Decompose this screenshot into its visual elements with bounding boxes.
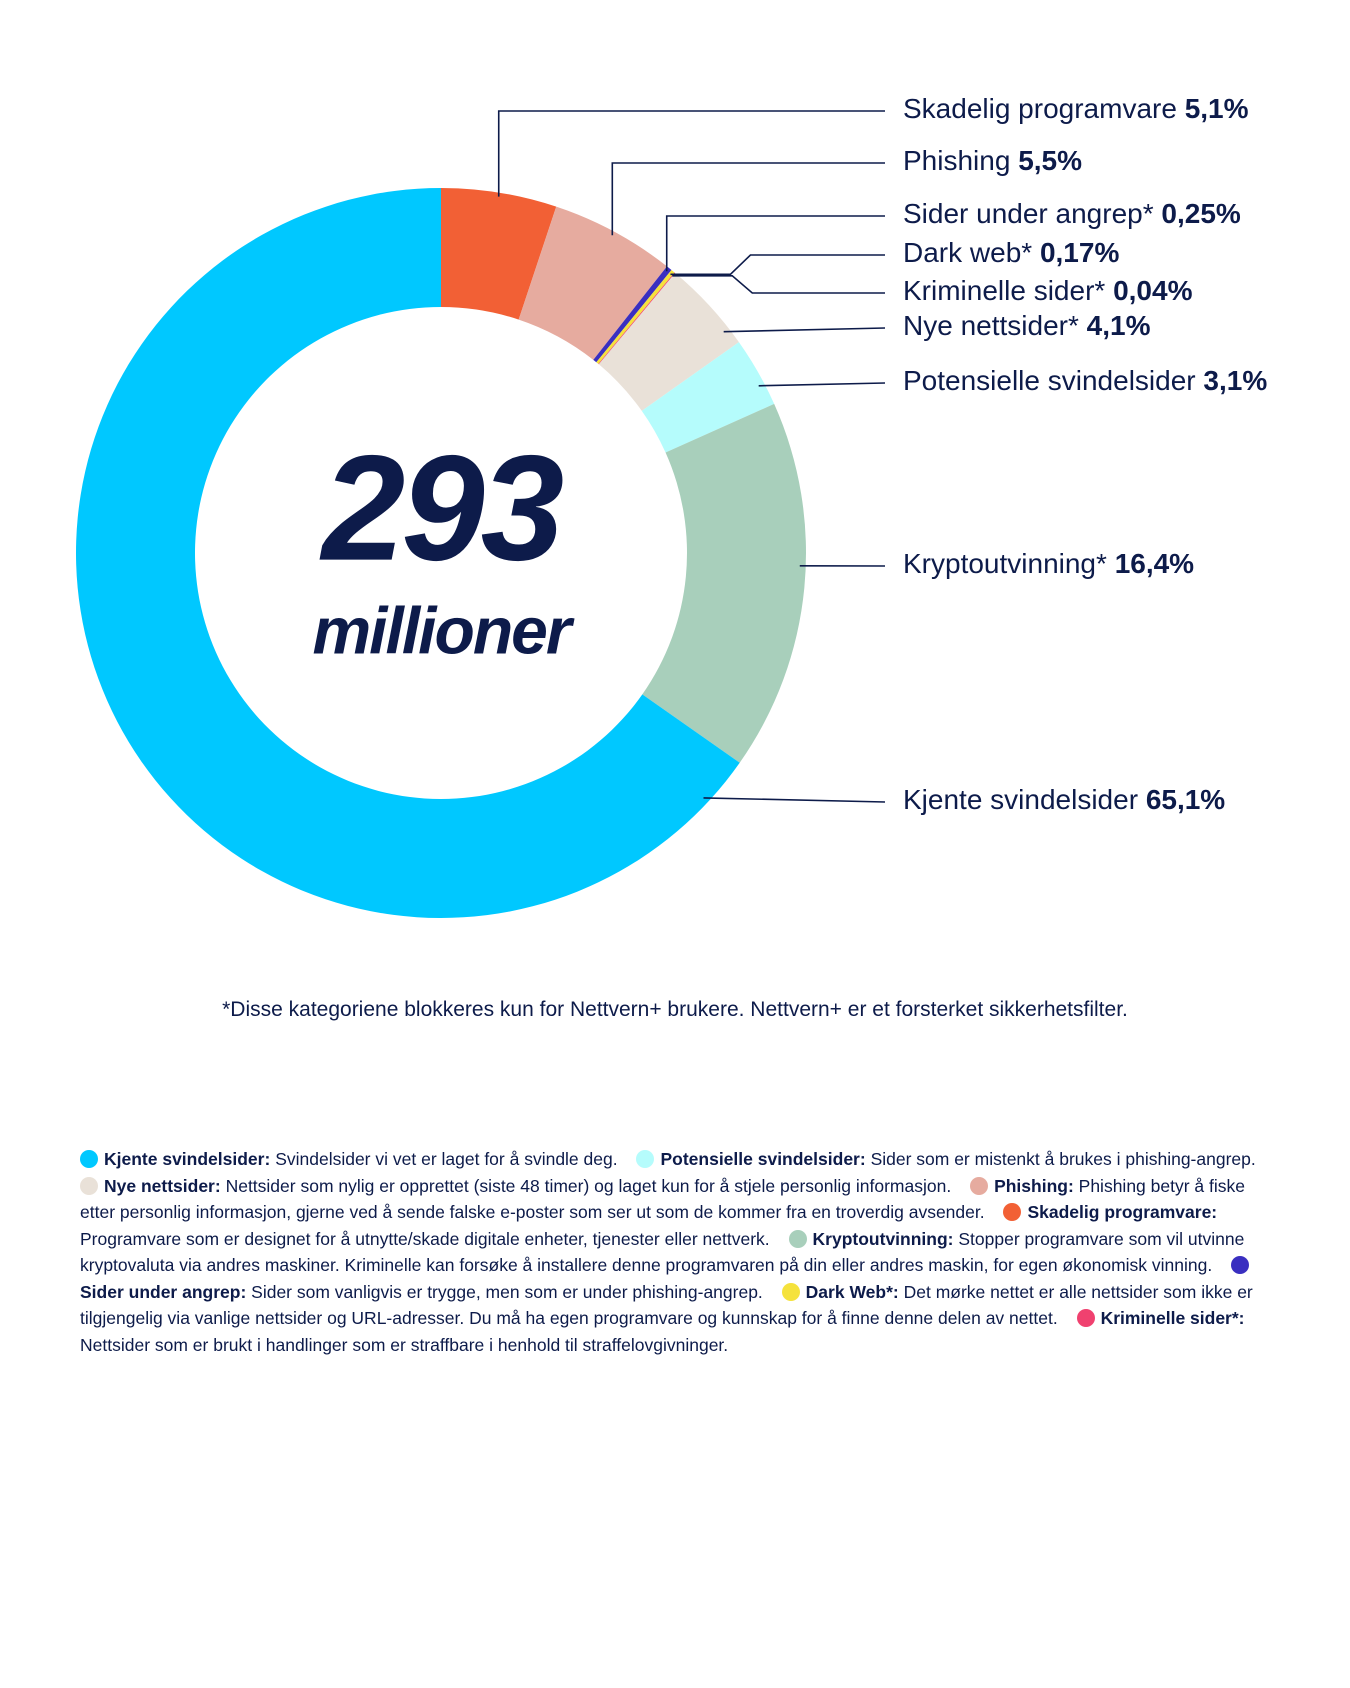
legend-item: Kjente svindelsider: Svindelsider vi vet… (80, 1149, 618, 1169)
leader-line (723, 327, 886, 333)
slice-value-label: 5,5% (1018, 145, 1082, 176)
legend-text: Nettsider som nylig er opprettet (siste … (225, 1175, 952, 1196)
slice-label: Dark web* 0,17% (903, 237, 1119, 268)
legend-term: Potensielle svindelsider: (660, 1149, 866, 1169)
slice-value-label: 0,25% (1161, 198, 1240, 229)
slice-name: Phishing (903, 145, 1010, 176)
slice-label: Nye nettsider* 4,1% (903, 310, 1151, 341)
donut-slice (641, 342, 775, 453)
legend-term: Kriminelle sider*: (1100, 1308, 1245, 1328)
legend-term: Nye nettsider: (104, 1175, 221, 1196)
slice-name: Kriminelle sider* (903, 275, 1105, 306)
legend-term: Dark Web*: (805, 1281, 899, 1302)
leader-line (611, 162, 885, 236)
legend-term: Skadelig programvare: (1027, 1202, 1218, 1222)
donut-slice (598, 272, 676, 365)
center-unit: millioner (312, 593, 574, 667)
legend-dot (788, 1229, 807, 1248)
slice-label: Kjente svindelsider 65,1% (903, 784, 1225, 815)
legend-term: Phishing: (994, 1175, 1074, 1196)
legend-term: Kryptoutvinning: (812, 1228, 954, 1249)
donut-slice (518, 206, 667, 360)
donut-slice (441, 188, 557, 320)
slice-label: Skadelig programvare 5,1% (903, 93, 1249, 124)
footnote: *Disse kategoriene blokkeres kun for Net… (222, 998, 1128, 1021)
leader-line (497, 110, 885, 197)
slice-name: Kryptoutvinning* (903, 548, 1107, 579)
slice-label: Phishing 5,5% (903, 145, 1082, 176)
center-value: 293 (319, 424, 563, 592)
leader-line (758, 382, 886, 387)
legend-item: Kriminelle sider*: Nettsider som er bruk… (80, 1308, 1245, 1355)
donut-slice (593, 266, 672, 363)
legend-item: Nye nettsider: Nettsider som nylig er op… (80, 1176, 951, 1196)
legend-dot (636, 1150, 655, 1168)
slice-label: Kriminelle sider* 0,04% (903, 275, 1193, 306)
slice-value-label: 16,4% (1115, 548, 1194, 579)
legend-text: Sider som er mistenkt å brukes i phishin… (870, 1149, 1256, 1169)
legend-dot (80, 1176, 98, 1195)
chart: 293 millioner Skadelig programvare 5,1% P… (75, 93, 1267, 918)
slice-value-label: 4,1% (1087, 310, 1151, 341)
slice-name: Dark web* (903, 237, 1032, 268)
slice-label: Sider under angrep* 0,25% (903, 198, 1241, 229)
legend-item: Sider under angrep: Sider som vanligvis … (80, 1255, 1255, 1302)
legend: Kjente svindelsider: Svindelsider vi vet… (80, 1146, 1272, 1358)
legend-dot (1003, 1203, 1022, 1221)
legend-dot (781, 1282, 800, 1301)
legend-term: Sider under angrep: (80, 1281, 247, 1302)
legend-text: Det mørke nettet er alle nettsider som i… (80, 1281, 1253, 1329)
legend-term: Kjente svindelsider: (104, 1149, 271, 1169)
donut-slice (642, 403, 806, 763)
slice-label: Potensielle svindelsider 3,1% (903, 365, 1267, 396)
legend-text: Phishing betyr å fiske etter personlig i… (80, 1175, 1245, 1223)
slice-label: Kryptoutvinning* 16,4% (903, 548, 1194, 579)
slice-name: Kjente svindelsider (903, 784, 1138, 815)
donut-slice (596, 269, 675, 364)
legend-dot (1076, 1309, 1095, 1327)
legend-text: Programvare som er designet for å utnytt… (80, 1228, 770, 1249)
donut-slice (598, 273, 739, 411)
slice-name: Sider under angrep* (903, 198, 1154, 229)
legend-item: Kryptoutvinning: Stopper programvare som… (80, 1229, 1244, 1276)
legend-item: Phishing: Phishing betyr å fiske etter p… (80, 1176, 1245, 1223)
leader-line (703, 797, 886, 803)
slice-value-label: 3,1% (1203, 365, 1267, 396)
legend-dot (1231, 1256, 1250, 1274)
leader-line (672, 275, 885, 294)
legend-item: Dark Web*: Det mørke nettet er alle nett… (80, 1282, 1253, 1329)
slice-value-label: 65,1% (1146, 784, 1225, 815)
legend-text: Svindelsider vi vet er laget for å svind… (275, 1149, 618, 1169)
leader-line (670, 254, 885, 276)
legend-item: Potensielle svindelsider: Sider som er m… (636, 1149, 1256, 1169)
legend-text: Stopper programvare som vil utvinne kryp… (80, 1228, 1245, 1276)
slice-name: Skadelig programvare (903, 93, 1177, 124)
slice-value-label: 5,1% (1185, 93, 1249, 124)
legend-text: Sider som vanligvis er trygge, men som e… (251, 1281, 763, 1302)
legend-item: Skadelig programvare: Programvare som er… (80, 1202, 1217, 1249)
donut-slice (75, 188, 740, 918)
slice-name: Potensielle svindelsider (903, 365, 1196, 396)
legend-text: Nettsider som er brukt i handlinger som … (80, 1334, 729, 1355)
legend-dot (970, 1176, 989, 1195)
slice-value-label: 0,17% (1040, 237, 1119, 268)
leader-line (665, 215, 885, 272)
slice-name: Nye nettsider* (903, 310, 1079, 341)
legend-dot (80, 1150, 98, 1168)
slice-value-label: 0,04% (1113, 275, 1192, 306)
